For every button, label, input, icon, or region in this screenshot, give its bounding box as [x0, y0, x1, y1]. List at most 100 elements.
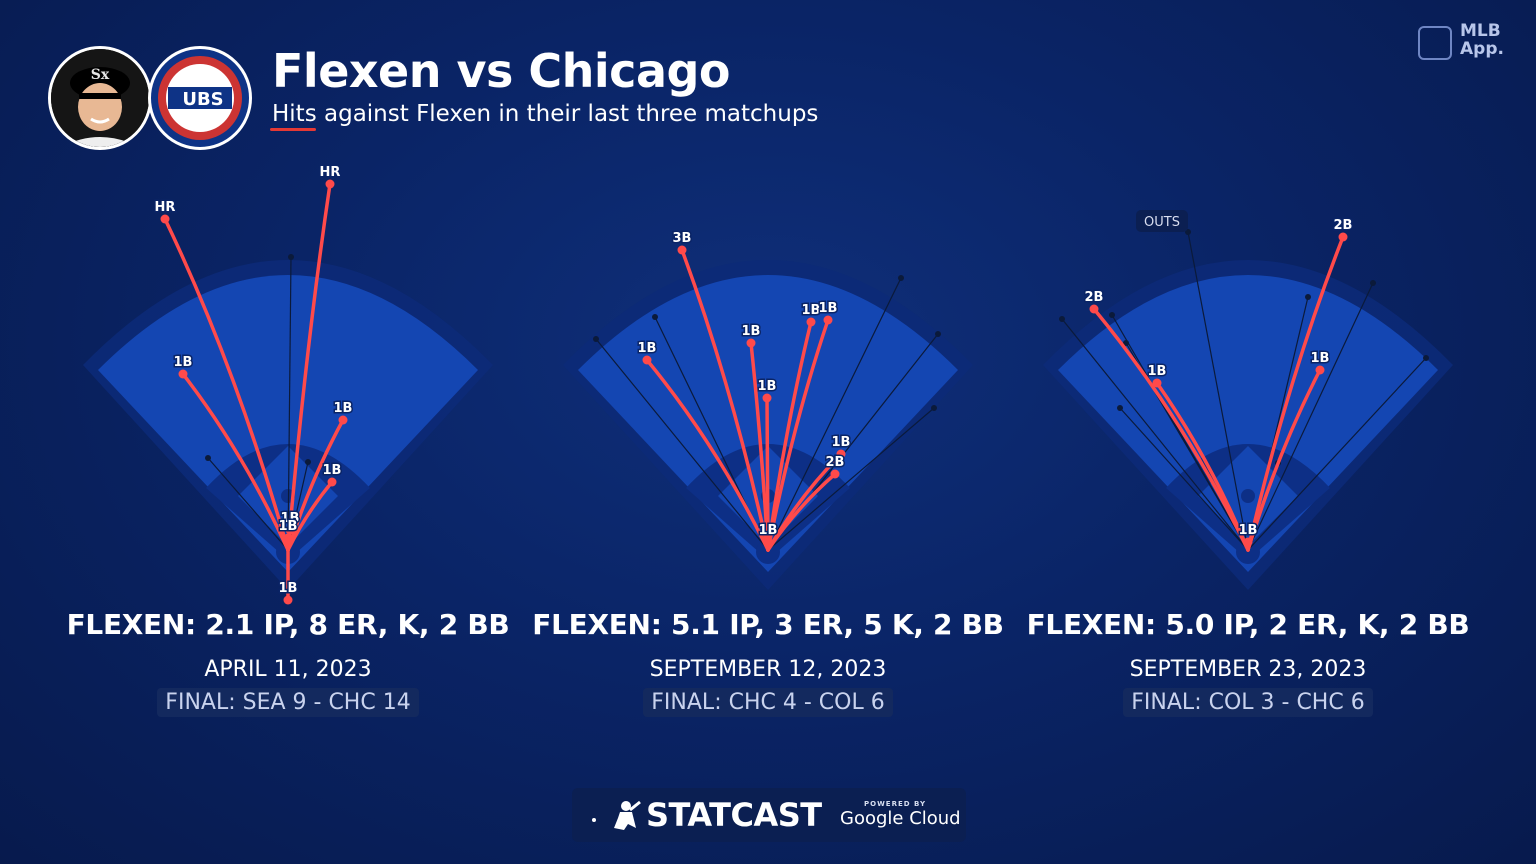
cubs-logo: UBS: [148, 46, 252, 150]
cubs-logo-text: UBS: [182, 89, 223, 110]
statcast-wordmark: STATCAST: [646, 796, 822, 834]
out-point: [931, 405, 937, 411]
out-point: [1123, 340, 1129, 346]
out-point: [1423, 355, 1429, 361]
game-date-3: SEPTEMBER 23, 2023: [1129, 657, 1367, 682]
out-line: [1061, 318, 1249, 551]
hit-label: 3B: [673, 231, 692, 246]
out-point: [1059, 316, 1065, 322]
hit-point: [763, 537, 773, 547]
out-point: [1109, 312, 1115, 318]
hit-point: [327, 477, 337, 487]
hit-point: [1315, 365, 1325, 375]
mlb-logo-icon: [1418, 26, 1452, 60]
out-point: [1370, 280, 1376, 286]
game-date-2: SEPTEMBER 12, 2023: [649, 657, 887, 682]
home-plate-area: [1236, 540, 1260, 564]
hit-point: [160, 214, 170, 224]
hit-trajectory: [1092, 307, 1250, 552]
hit-point: [1338, 232, 1348, 242]
dot-icon: [592, 818, 596, 822]
hit-label: 2B: [826, 455, 845, 470]
subtitle-underline: [270, 128, 316, 131]
statcast-banner: STATCAST POWERED BY Google Cloud: [572, 788, 966, 842]
mlb-logo-line2: App.: [1460, 39, 1504, 59]
svg-text:Sx: Sx: [91, 67, 110, 83]
hit-label: HR: [155, 200, 176, 215]
out-point: [205, 455, 211, 461]
hit-label: 1B: [1311, 351, 1330, 366]
hit-trajectory: [163, 217, 290, 552]
hit-trajectory: [765, 396, 770, 552]
out-line: [1247, 357, 1427, 551]
hit-point: [746, 338, 756, 348]
powered-by-label: POWERED BY: [864, 800, 927, 808]
hit-label: 1B: [819, 301, 838, 316]
hit-trajectory: [680, 248, 770, 552]
hit-trajectory: [181, 372, 290, 552]
hit-trajectory: [1246, 235, 1345, 552]
hit-label: 1B: [279, 581, 298, 596]
hit-point: [823, 315, 833, 325]
page-subtitle: Hits against Flexen in their last three …: [272, 101, 819, 127]
hit-label: 1B: [1239, 523, 1258, 538]
out-point: [898, 275, 904, 281]
hit-label: 1B: [759, 523, 778, 538]
out-line: [207, 457, 289, 551]
out-line: [595, 338, 769, 551]
out-line: [767, 277, 902, 551]
home-plate-area: [756, 540, 780, 564]
out-line: [1119, 407, 1249, 551]
out-point: [1305, 294, 1311, 300]
out-point: [935, 331, 941, 337]
out-line: [287, 256, 292, 551]
out-point: [593, 336, 599, 342]
hit-point: [642, 355, 652, 365]
spray-chart-3: 2B 1B 2B 1B 1B OUTS: [1043, 210, 1453, 590]
hit-label: 1B: [802, 303, 821, 318]
out-point: [652, 314, 658, 320]
player-headshot: Sx: [48, 46, 152, 150]
hit-point: [1152, 378, 1162, 388]
hit-point: [178, 369, 188, 379]
hit-label: 1B: [323, 463, 342, 478]
hit-label: 1B: [758, 379, 777, 394]
hit-label: 1B: [832, 435, 851, 450]
hit-trajectory: [286, 182, 332, 552]
hit-point: [325, 179, 335, 189]
out-line: [767, 407, 935, 551]
batter-silhouette-icon: [614, 800, 641, 830]
mlb-logo-line1: MLB: [1460, 21, 1501, 41]
hit-label: HR: [320, 165, 341, 180]
game-date-1: APRIL 11, 2023: [204, 657, 372, 682]
outs-annotation-box: [1136, 210, 1188, 232]
pitchers-mound: [1241, 489, 1255, 503]
hit-point: [1243, 537, 1253, 547]
hit-trajectory: [766, 318, 830, 552]
hit-point: [830, 469, 840, 479]
outs-annotation: OUTS: [1136, 210, 1188, 232]
hit-label: 1B: [281, 511, 300, 526]
hit-label: 1B: [1148, 364, 1167, 379]
final-score-2: FINAL: CHC 4 - COL 6: [643, 688, 893, 717]
hit-label: 2B: [1334, 218, 1353, 233]
statline-2: FLEXEN: 5.1 IP, 3 ER, 5 K, 2 BB: [532, 608, 1004, 641]
out-line: [1247, 282, 1374, 551]
google-cloud-label: Google Cloud: [840, 808, 961, 829]
hit-label: 1B: [279, 519, 298, 534]
hit-trajectory: [1155, 381, 1250, 552]
hit-trajectory: [766, 472, 837, 552]
outs-annotation-label: OUTS: [1144, 215, 1180, 230]
hit-label: 2B: [1085, 290, 1104, 305]
outfield: [1058, 275, 1438, 572]
out-point: [288, 254, 294, 260]
out-point: [1117, 405, 1123, 411]
out-line: [1187, 231, 1249, 551]
final-score-1: FINAL: SEA 9 - CHC 14: [157, 688, 419, 717]
hit-point: [806, 317, 816, 327]
hit-point: [338, 415, 348, 425]
hit-label: 1B: [334, 401, 353, 416]
hit-trajectory: [286, 418, 345, 552]
